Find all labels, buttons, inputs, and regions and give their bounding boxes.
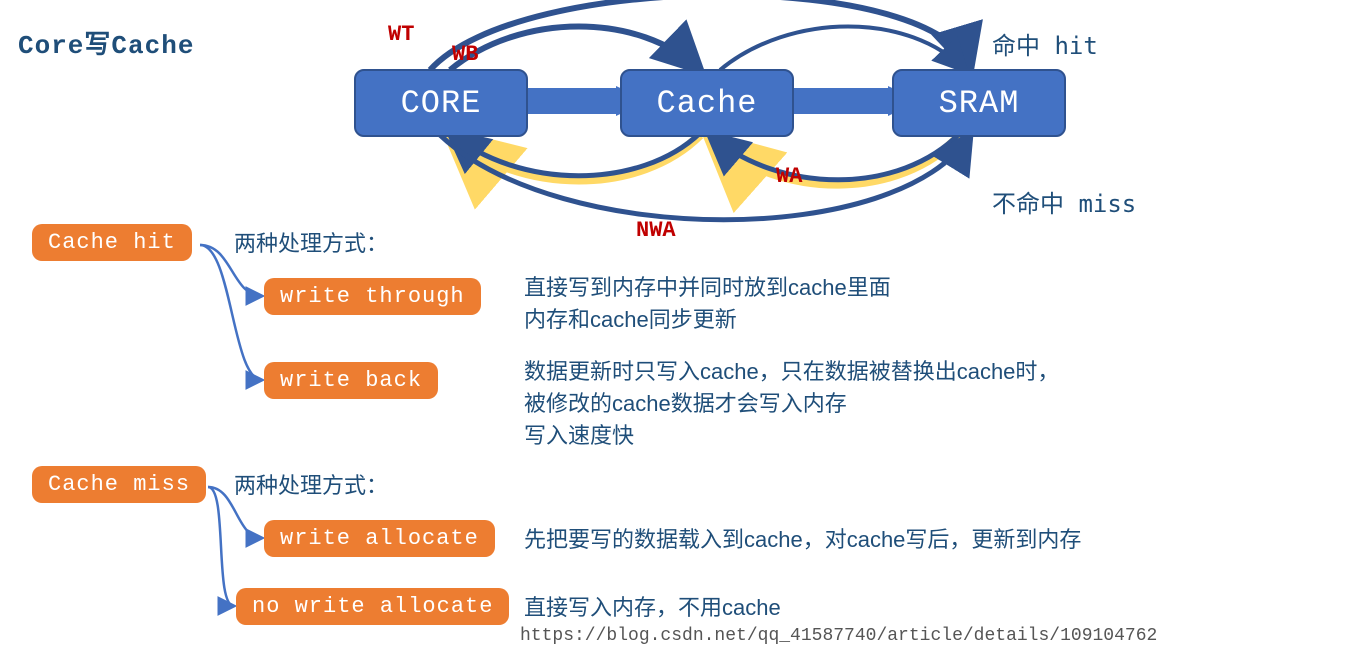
pill-write-through: write through bbox=[264, 278, 481, 315]
node-sram: SRAM bbox=[892, 69, 1066, 137]
label-hit: 命中 hit bbox=[992, 26, 1098, 61]
label-miss: 不命中 miss bbox=[992, 184, 1136, 219]
desc-write-through: 直接写到内存中并同时放到cache里面 内存和cache同步更新 bbox=[524, 272, 891, 336]
label-nwa: NWA bbox=[636, 218, 676, 243]
node-cache: Cache bbox=[620, 69, 794, 137]
page-title: Core写Cache bbox=[18, 24, 194, 61]
footer-url: https://blog.csdn.net/qq_41587740/articl… bbox=[520, 626, 1157, 646]
pill-cache-miss: Cache miss bbox=[32, 466, 206, 503]
node-core: CORE bbox=[354, 69, 528, 137]
label-wt: WT bbox=[388, 22, 414, 47]
desc-write-allocate: 先把要写的数据载入到cache，对cache写后，更新到内存 bbox=[524, 524, 1081, 556]
label-wb: WB bbox=[452, 42, 478, 67]
pill-write-back: write back bbox=[264, 362, 438, 399]
heading-hit: 两种处理方式： bbox=[234, 228, 388, 260]
heading-miss: 两种处理方式： bbox=[234, 470, 388, 502]
desc-write-back: 数据更新时只写入cache，只在数据被替换出cache时， 被修改的cache数… bbox=[524, 356, 1059, 452]
desc-no-write-allocate: 直接写入内存，不用cache bbox=[524, 592, 781, 624]
pill-cache-hit: Cache hit bbox=[32, 224, 192, 261]
pill-write-allocate: write allocate bbox=[264, 520, 495, 557]
pill-no-write-allocate: no write allocate bbox=[236, 588, 509, 625]
label-wa: WA bbox=[776, 164, 802, 189]
